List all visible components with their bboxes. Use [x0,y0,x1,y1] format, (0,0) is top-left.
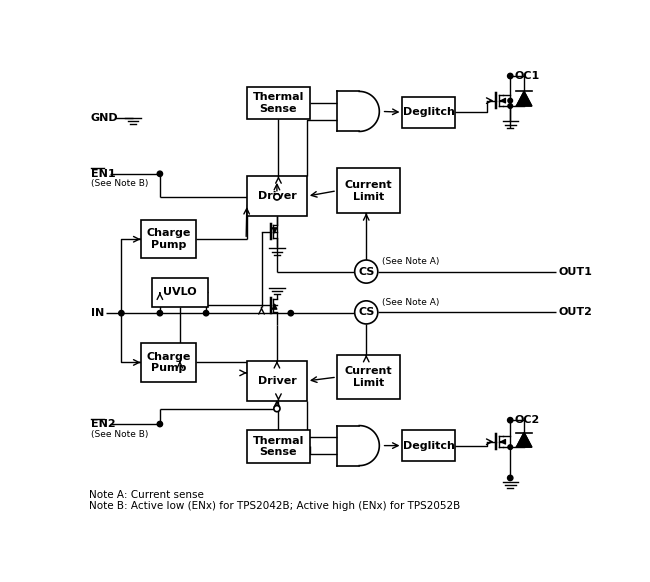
Circle shape [508,445,513,449]
Text: CS: CS [358,307,374,317]
Circle shape [157,310,162,316]
Text: Current
Limit: Current Limit [344,366,393,388]
Bar [247,361,307,401]
Bar [337,168,400,213]
Text: (See Note B): (See Note B) [90,179,148,189]
Text: (See Note A): (See Note A) [382,298,439,307]
Text: Deglitch: Deglitch [402,441,454,450]
Bar [247,176,307,216]
Text: OUT1: OUT1 [559,267,593,276]
Circle shape [157,171,162,176]
Text: Current
Limit: Current Limit [344,180,393,201]
Polygon shape [516,91,532,106]
Bar [140,343,196,382]
Text: Note A: Current sense: Note A: Current sense [89,490,204,500]
Circle shape [274,194,280,200]
Circle shape [203,310,209,316]
Bar [337,355,400,399]
Circle shape [288,310,293,316]
Bar [152,278,207,307]
Circle shape [508,417,513,423]
Text: (See Note B): (See Note B) [90,430,148,439]
Polygon shape [337,425,380,466]
Circle shape [508,475,513,481]
Text: Note B: Active low (ENx) for TPS2042B; Active high (ENx) for TPS2052B: Note B: Active low (ENx) for TPS2042B; A… [89,501,460,510]
Text: Thermal
Sense: Thermal Sense [253,92,304,113]
Bar [247,430,310,463]
Polygon shape [516,432,532,447]
Text: GND: GND [90,112,118,123]
Bar [247,87,310,119]
Text: IN: IN [90,308,104,318]
Text: OUT2: OUT2 [559,307,593,317]
Text: UVLO: UVLO [163,288,197,297]
Text: Charge
Pump: Charge Pump [146,352,190,373]
Text: (See Note A): (See Note A) [382,257,439,266]
Circle shape [508,104,513,108]
Bar [402,430,455,461]
Text: OC2: OC2 [515,415,540,425]
Circle shape [508,73,513,79]
Circle shape [274,406,280,411]
Circle shape [355,260,378,283]
Text: Thermal
Sense: Thermal Sense [253,435,304,457]
Text: EN1: EN1 [90,169,115,179]
Polygon shape [337,91,380,132]
Bar [140,220,196,258]
Text: OC1: OC1 [515,71,540,81]
Text: Driver: Driver [257,191,296,201]
Text: Charge
Pump: Charge Pump [146,229,190,250]
Circle shape [508,98,513,103]
Text: Deglitch: Deglitch [402,107,454,117]
Circle shape [355,301,378,324]
Text: CS: CS [358,267,374,276]
Circle shape [119,310,124,316]
Bar [402,97,455,127]
Circle shape [157,421,162,427]
Text: EN2: EN2 [90,419,115,429]
Text: Driver: Driver [257,376,296,386]
